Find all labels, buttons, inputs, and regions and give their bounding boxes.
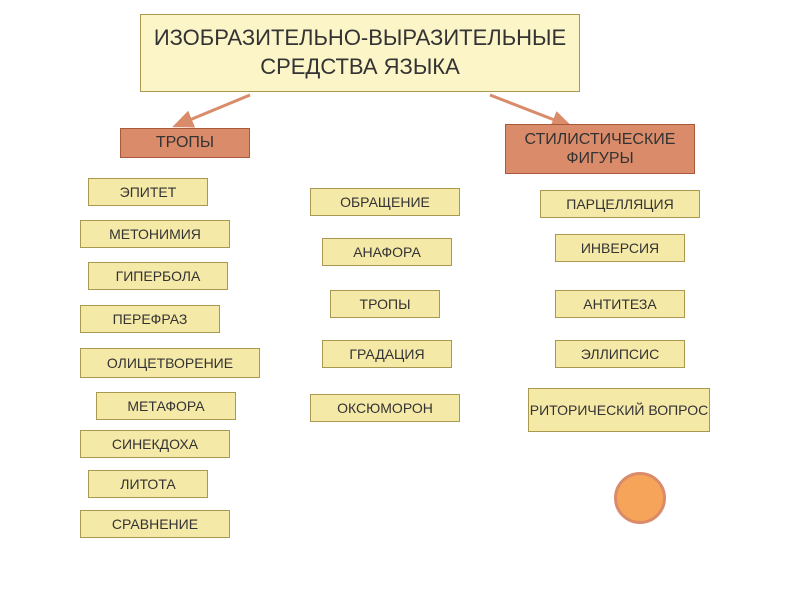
item-left-0: ЭПИТЕТ <box>88 178 208 206</box>
item-middle-2: ТРОПЫ <box>330 290 440 318</box>
main-title-text: ИЗОБРАЗИТЕЛЬНО-ВЫРАЗИТЕЛЬНЫЕ СРЕДСТВА ЯЗ… <box>141 24 579 81</box>
item-right-4: РИТОРИЧЕСКИЙ ВОПРОС <box>528 388 710 432</box>
item-left-6: СИНЕКДОХА <box>80 430 230 458</box>
item-right-1: ИНВЕРСИЯ <box>555 234 685 262</box>
item-middle-1: АНАФОРА <box>322 238 452 266</box>
item-right-3: ЭЛЛИПСИС <box>555 340 685 368</box>
item-left-5: МЕТАФОРА <box>96 392 236 420</box>
item-right-0: ПАРЦЕЛЛЯЦИЯ <box>540 190 700 218</box>
category-tropy: ТРОПЫ <box>120 128 250 158</box>
item-middle-4: ОКСЮМОРОН <box>310 394 460 422</box>
item-left-3: ПЕРЕФРАЗ <box>80 305 220 333</box>
item-left-2: ГИПЕРБОЛА <box>88 262 228 290</box>
item-left-7: ЛИТОТА <box>88 470 208 498</box>
item-left-1: МЕТОНИМИЯ <box>80 220 230 248</box>
item-left-4: ОЛИЦЕТВОРЕНИЕ <box>80 348 260 378</box>
category-figures: СТИЛИСТИЧЕСКИЕ ФИГУРЫ <box>505 124 695 174</box>
item-middle-3: ГРАДАЦИЯ <box>322 340 452 368</box>
item-middle-0: ОБРАЩЕНИЕ <box>310 188 460 216</box>
item-left-8: СРАВНЕНИЕ <box>80 510 230 538</box>
accent-circle <box>614 472 666 524</box>
main-title: ИЗОБРАЗИТЕЛЬНО-ВЫРАЗИТЕЛЬНЫЕ СРЕДСТВА ЯЗ… <box>140 14 580 92</box>
item-right-2: АНТИТЕЗА <box>555 290 685 318</box>
